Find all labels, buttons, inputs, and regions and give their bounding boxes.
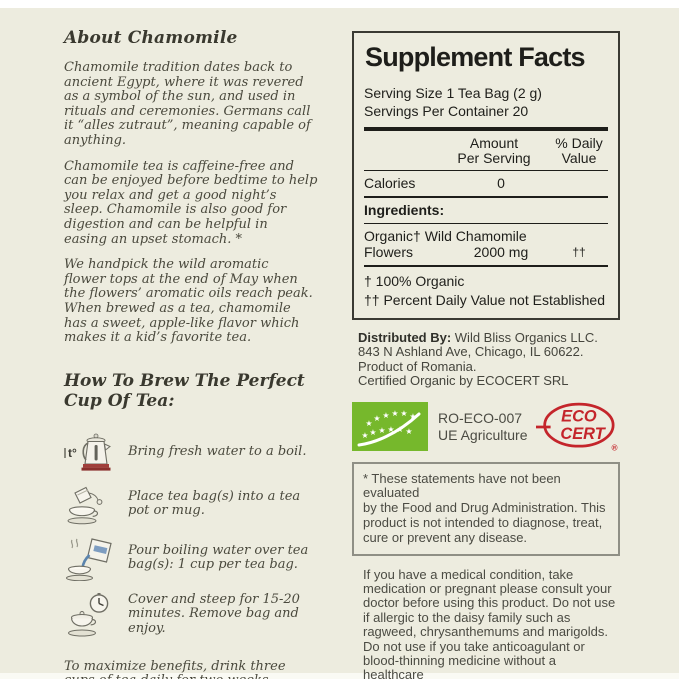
svg-text:★: ★: [361, 431, 368, 440]
divider: [364, 127, 608, 131]
distributed-by-label: Distributed By:: [358, 330, 452, 345]
usage-note: To maximize benefits, drink three cups o…: [64, 658, 286, 679]
certification-row: ★ ★ ★ ★ ★ ★ ★ ★ ★ ★ ★ ★ RO-ECO-007 UE Agricultur…: [352, 402, 620, 452]
distributor-line: Distributed By: Wild Bliss Organics LLC.: [358, 330, 620, 345]
brew-step-pour: Pour boiling water over tea bag(s): 1 cu…: [64, 536, 352, 581]
brew-step-steep: Cover and steep for 15-20 minutes. Remov…: [64, 592, 352, 638]
kettle-icon: t°: [64, 433, 128, 473]
fda-disclaimer-box: * These statements have not been evaluat…: [352, 461, 620, 556]
svg-text:★: ★: [369, 428, 376, 437]
thermometer-icon: [64, 447, 66, 458]
svg-text:★: ★: [378, 426, 385, 435]
temperature-label: t°: [68, 445, 77, 460]
svg-text:★: ★: [365, 419, 372, 428]
about-paragraph-2: Chamomile tea is caffeine-free and can b…: [64, 158, 318, 247]
servings-per-container: Servings Per Container 20: [364, 103, 529, 119]
ecocert-logo: ECO CERT ®: [536, 402, 618, 452]
svg-text:★: ★: [391, 409, 398, 418]
amount-header: Amount Per Serving: [457, 135, 531, 166]
steep-clock-glyph: [68, 592, 109, 637]
distributor-address: 843 N Ashland Ave, Chicago, IL 60622.: [358, 344, 584, 360]
facts-footnotes: † 100% Organic †† Percent Daily Value no…: [364, 273, 605, 308]
about-heading: About Chamomile: [64, 28, 238, 48]
calories-value: 0: [497, 175, 505, 191]
ingredient-amount: 2000 mg: [473, 244, 529, 260]
svg-text:★: ★: [405, 427, 412, 436]
product-origin: Product of Romania.: [358, 358, 477, 374]
teabag-cup-glyph: [67, 486, 103, 525]
svg-text:★: ★: [387, 425, 394, 434]
supplement-facts-panel: Supplement Facts Serving Size 1 Tea Bag …: [352, 31, 620, 320]
calories-row: Calories 0: [364, 175, 608, 192]
svg-text:★: ★: [382, 411, 389, 420]
pour-water-icon: [64, 536, 128, 581]
svg-text:★: ★: [400, 409, 407, 418]
certified-by: Certified Organic by ECOCERT SRL: [358, 373, 569, 389]
about-paragraph-1: Chamomile tradition dates back to ancien…: [64, 60, 311, 148]
pour-water-glyph: [66, 538, 112, 581]
calories-label: Calories: [364, 175, 416, 191]
right-column: Supplement Facts Serving Size 1 Tea Bag …: [352, 31, 620, 679]
brew-step-boil: t° Bring fresh water to a boil.: [64, 433, 352, 473]
brew-step-text: Place tea bag(s) into a tea pot or mug.: [128, 488, 301, 519]
eu-cert-code: RO-ECO-007 UE Agriculture: [438, 409, 528, 443]
divider: [364, 196, 608, 198]
left-column: About Chamomile Chamomile tradition date…: [64, 28, 352, 679]
divider: [364, 170, 608, 171]
brew-steps: t° Bring fresh water to a boil.: [64, 433, 352, 638]
ecocert-text-cert: CERT: [560, 424, 606, 442]
medical-warning: If you have a medical condition, take me…: [363, 566, 616, 679]
steep-clock-icon: [64, 592, 128, 638]
ingredients-heading: Ingredients:: [364, 202, 445, 218]
kettle-glyph: [81, 433, 111, 471]
facts-header-row: Amount Per Serving % Daily Value: [364, 136, 608, 166]
brew-heading: How To Brew The Perfect Cup Of Tea:: [64, 370, 305, 411]
divider: [364, 265, 608, 267]
ingredient-dv: ††: [572, 245, 586, 259]
brew-step-place-bag: Place tea bag(s) into a tea pot or mug.: [64, 484, 352, 525]
about-paragraph-3: We handpick the wild aromatic flower top…: [64, 257, 313, 346]
brew-step-text: Cover and steep for 15-20 minutes. Remov…: [128, 591, 300, 637]
ecocert-text-eco: ECO: [561, 407, 597, 425]
distributor-name: Wild Bliss Organics LLC.: [451, 330, 598, 345]
ingredient-name-cont: Flowers: [364, 244, 414, 260]
ingredient-row: Flowers 2000 mg ††: [364, 244, 608, 261]
brew-step-text: Pour boiling water over tea bag(s): 1 cu…: [128, 542, 309, 573]
top-margin-band: [0, 0, 679, 8]
teabag-cup-icon: [64, 484, 128, 525]
svg-text:★: ★: [409, 412, 416, 421]
spacer: [364, 136, 446, 166]
divider: [364, 223, 608, 224]
svg-text:★: ★: [396, 425, 403, 434]
eu-organic-leaf-logo: ★★ ★ ★ ★ ★ ★ ★ ★ ★ ★ ★: [352, 402, 428, 452]
supplement-facts-title: Supplement Facts: [365, 42, 586, 72]
registered-mark: ®: [611, 443, 617, 452]
svg-text:★: ★: [373, 414, 380, 423]
serving-size: Serving Size 1 Tea Bag (2 g): [364, 85, 542, 101]
bottom-margin-band: [0, 673, 679, 679]
distributor-info: Distributed By: Wild Bliss Organics LLC.…: [352, 330, 620, 389]
brew-step-text: Bring fresh water to a boil.: [128, 444, 307, 460]
ingredient-name: Organic† Wild Chamomile: [364, 228, 527, 244]
daily-value-header: % Daily Value: [555, 135, 603, 166]
